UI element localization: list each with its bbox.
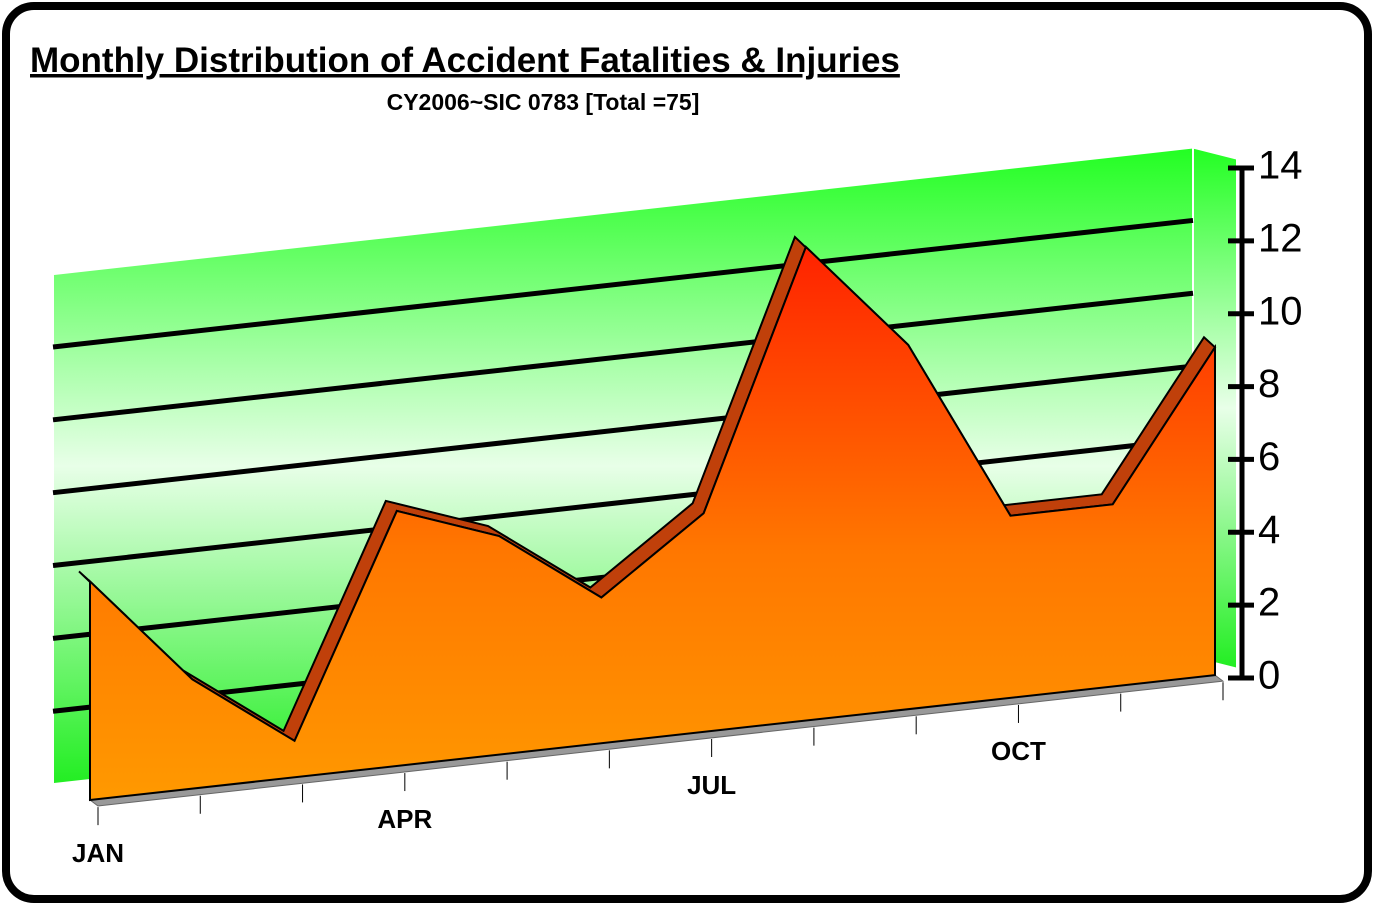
grid-line: [52, 217, 1194, 350]
y-tick-label: 0: [1258, 654, 1280, 698]
chart-title: Monthly Distribution of Accident Fatalit…: [30, 41, 900, 80]
x-tick-label: OCT: [991, 736, 1046, 766]
y-tick-label: 14: [1258, 144, 1303, 188]
y-tick-label: 2: [1258, 581, 1280, 625]
y-tick-label: 10: [1258, 289, 1303, 333]
x-tick-label: JAN: [72, 838, 124, 868]
grid-line: [52, 290, 1194, 423]
x-tick-label: JUL: [687, 770, 736, 800]
y-tick-label: 4: [1258, 508, 1280, 552]
y-tick-label: 12: [1258, 216, 1303, 260]
x-tick-label: APR: [377, 804, 432, 834]
grid-line: [52, 363, 1194, 496]
y-tick-label: 6: [1258, 435, 1280, 479]
y-tick-label: 8: [1258, 362, 1280, 406]
grid-line: [52, 436, 1194, 569]
area: [89, 245, 1216, 802]
chart-subtitle: CY2006~SIC 0783 [Total =75]: [387, 89, 700, 115]
